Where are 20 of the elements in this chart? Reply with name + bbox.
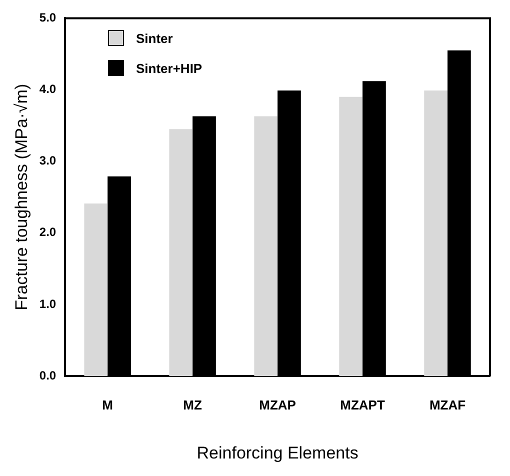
y-tick-label: 4.0 [39, 82, 56, 96]
y-tick-label: 1.0 [39, 296, 56, 311]
x-tick-label: M [102, 397, 113, 412]
bar [84, 204, 108, 376]
y-tick-label: 2.0 [39, 225, 56, 240]
y-tick-label: 3.0 [39, 154, 56, 168]
x-axis-title: Reinforcing Elements [196, 443, 358, 462]
bar [169, 129, 193, 376]
y-tick-label: 0.0 [39, 368, 56, 382]
bar [339, 96, 363, 376]
legend-label: Sinter+HIP [136, 60, 202, 76]
y-tick-label: 5.0 [39, 10, 56, 25]
x-tick-label: MZ [183, 397, 202, 412]
x-tick-label: MZAPT [340, 397, 385, 412]
bar [424, 90, 448, 376]
y-axis-title: Fracture toughness (MPa·√m) [12, 84, 31, 310]
x-tick-label: MZAP [259, 397, 296, 412]
legend-label: Sinter [136, 30, 173, 46]
bar [254, 116, 278, 376]
x-tick-label: MZAF [429, 397, 466, 412]
